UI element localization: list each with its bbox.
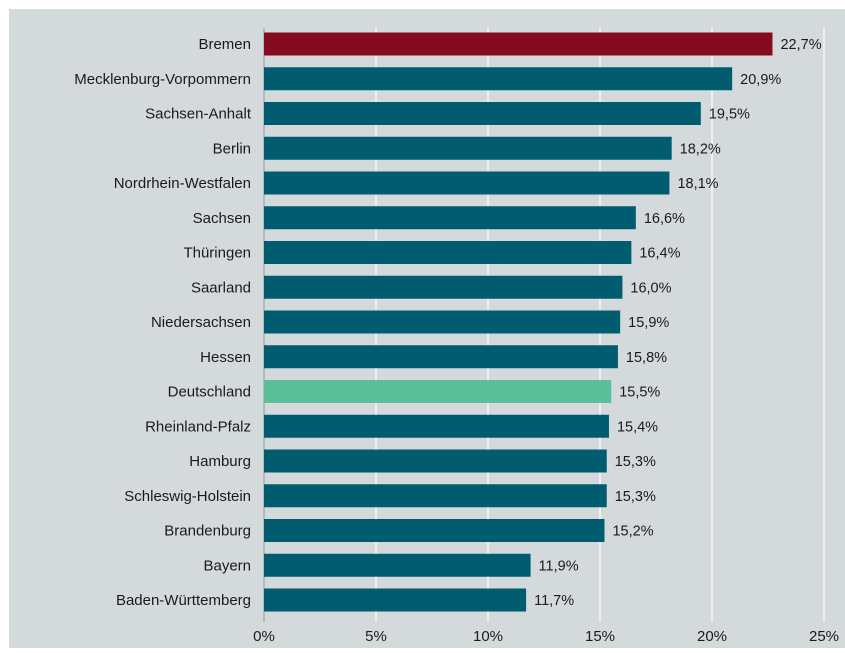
category-label: Bayern (203, 557, 251, 574)
value-label: 15,5% (619, 385, 660, 401)
bar (264, 380, 612, 403)
x-tick-label: 0% (253, 628, 275, 645)
bar (264, 519, 605, 542)
value-label: 20,9% (740, 72, 781, 88)
value-label: 15,3% (615, 489, 656, 505)
category-label: Brandenburg (164, 523, 251, 540)
bar (264, 310, 621, 334)
category-label: Bremen (198, 36, 251, 53)
bar (264, 206, 636, 230)
category-labels: Bremen Mecklenburg-Vorpommern Sachsen-Anha… (74, 36, 252, 609)
value-label: 15,2% (612, 524, 653, 540)
category-label: Nordrhein-Westfalen (114, 175, 251, 192)
bar (264, 449, 607, 473)
category-label: Baden-Württemberg (116, 592, 251, 609)
bar (264, 136, 672, 160)
category-label: Rheinland-Pfalz (145, 418, 251, 435)
category-label: Saarland (191, 279, 251, 296)
bar (264, 102, 701, 125)
x-tick-label: 15% (585, 628, 615, 645)
value-label: 18,2% (680, 141, 721, 157)
x-tick-label: 20% (697, 628, 727, 645)
bar (264, 484, 607, 508)
category-label: Niedersachsen (151, 314, 251, 331)
value-label: 15,4% (617, 419, 658, 435)
bar (264, 275, 623, 299)
value-label: 16,6% (644, 211, 685, 227)
bars (264, 32, 773, 612)
x-tick-labels: 0% 5% 10% 15% 20% 25% (253, 628, 839, 645)
bar (264, 241, 632, 264)
bar (264, 345, 618, 369)
value-label: 18,1% (677, 176, 718, 192)
value-label: 11,7% (534, 593, 574, 609)
category-label: Schleswig-Holstein (124, 488, 251, 505)
bar (264, 171, 670, 195)
category-label: Deutschland (168, 384, 251, 401)
x-tick-label: 5% (365, 628, 387, 645)
bar (264, 32, 773, 56)
x-tick-label: 25% (809, 628, 839, 645)
value-label: 22,7% (780, 37, 821, 53)
value-label: 19,5% (709, 107, 750, 123)
category-label: Berlin (213, 140, 251, 157)
value-label: 15,9% (628, 315, 669, 331)
value-label: 15,8% (626, 350, 667, 366)
category-label: Mecklenburg-Vorpommern (74, 71, 251, 88)
value-labels: 22,7% 20,9% 19,5% 18,2% 18,1% 16,6% 16,4% 16,0%… (534, 37, 822, 609)
bar (264, 414, 609, 438)
value-label: 15,3% (615, 454, 656, 470)
category-label: Hamburg (189, 453, 251, 470)
category-label: Thüringen (183, 245, 251, 262)
category-label: Sachsen-Anhalt (145, 106, 252, 123)
value-label: 16,4% (639, 246, 680, 262)
category-label: Sachsen (193, 210, 251, 227)
x-tick-label: 10% (473, 628, 503, 645)
value-label: 16,0% (630, 280, 671, 296)
value-label: 11,9% (539, 558, 579, 574)
category-label: Hessen (200, 349, 251, 366)
bar (264, 67, 733, 91)
bar (264, 588, 527, 612)
bar (264, 553, 531, 577)
